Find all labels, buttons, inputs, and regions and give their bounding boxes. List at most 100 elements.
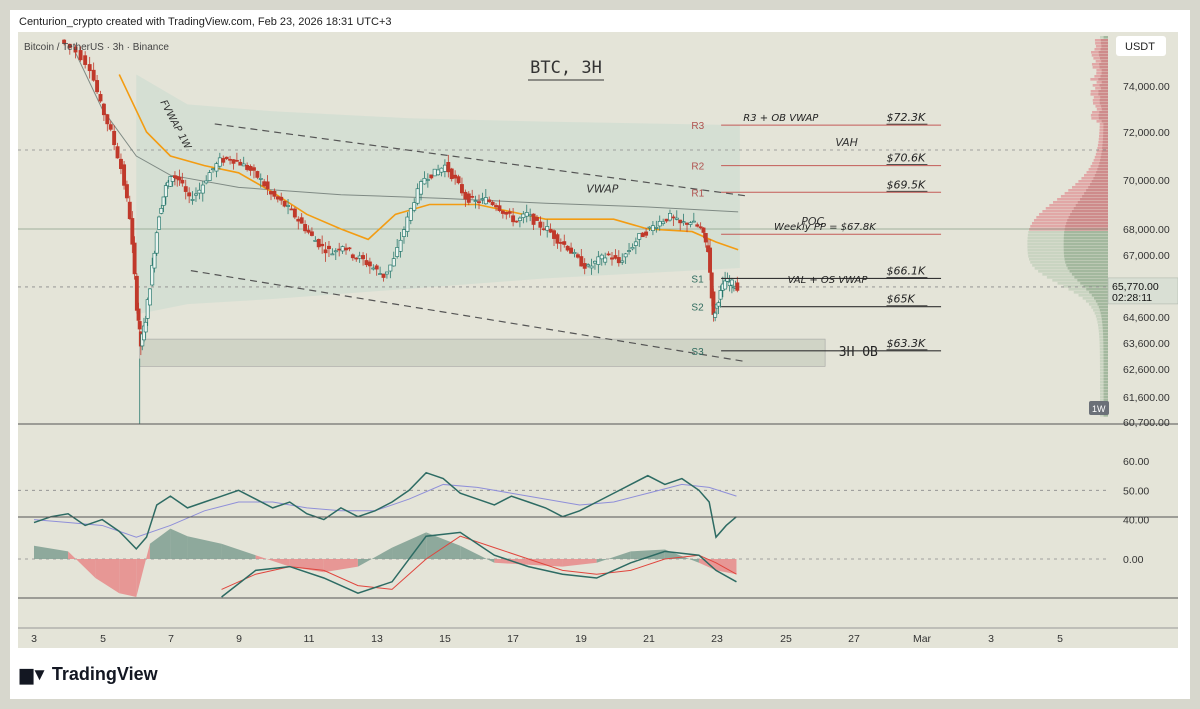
volume-profile-bar [1098, 90, 1108, 93]
candle-body [348, 248, 351, 249]
candle-body [549, 229, 552, 232]
candle-body [215, 164, 218, 171]
candle-body [494, 205, 497, 206]
volume-profile-bar [1092, 294, 1108, 297]
candle-body [382, 274, 385, 277]
pivot-label: S1 [691, 274, 704, 285]
volume-profile-bar [1102, 72, 1108, 75]
candle-body [648, 227, 651, 228]
candle-body [484, 197, 487, 203]
candle-body [331, 254, 334, 255]
macd-y-tick-label: 0.00 [1123, 554, 1144, 566]
x-tick-label: 27 [848, 633, 860, 645]
volume-profile-bar [1064, 237, 1108, 240]
level-price-label: $65K [887, 293, 916, 306]
candle-body [563, 242, 566, 245]
candle-body [730, 280, 733, 285]
volume-profile-bar [1103, 330, 1108, 333]
candle-body [454, 175, 457, 178]
volume-profile-bar [1104, 36, 1108, 39]
volume-profile-bar [1103, 324, 1108, 327]
volume-profile-bar [1101, 48, 1108, 51]
volume-profile-bar [1077, 279, 1108, 282]
volume-profile-bar [1103, 135, 1108, 138]
candle-body [556, 235, 559, 244]
level-price-label: $72.3K [887, 111, 926, 124]
volume-profile-bar [1099, 54, 1108, 57]
candle-body [232, 160, 235, 164]
candle-body [419, 182, 422, 195]
candle-body [119, 159, 122, 168]
candle-body [205, 181, 208, 183]
volume-profile-bar [1104, 390, 1108, 393]
level-label: Weekly PP = $67.8K [774, 222, 877, 233]
candle-body [102, 104, 105, 115]
candle-body [321, 244, 324, 246]
candle-body [113, 131, 116, 144]
candle-body [99, 94, 102, 101]
candle-body [399, 240, 402, 251]
candle-body [392, 259, 395, 266]
volume-profile-bar [1100, 96, 1108, 99]
x-tick-label: 17 [507, 633, 519, 645]
candle-body [351, 255, 354, 258]
volume-profile-bar [1100, 66, 1108, 69]
volume-profile-bar [1103, 336, 1108, 339]
x-tick-label: 11 [304, 633, 315, 645]
candle-body [515, 221, 518, 222]
candle-body [125, 185, 128, 198]
volume-profile-bar [1065, 261, 1108, 264]
candle-body [246, 165, 249, 169]
candle-body [662, 222, 665, 224]
candle-body [269, 191, 272, 194]
candle-body [297, 219, 300, 221]
volume-profile-bar [1098, 303, 1108, 306]
candle-body [583, 263, 586, 268]
y-tick-label: 74,000.00 [1123, 81, 1170, 93]
candle-body [106, 115, 109, 124]
chart-area[interactable]: 3H OBVAHPOCVWAPFVWAP 1W R3R2R1S1S2S3$72.3… [18, 32, 1178, 648]
candle-body [447, 162, 450, 171]
candle-body [436, 170, 439, 175]
chart-title: BTC, 3H [530, 58, 602, 78]
volume-profile-bar [1102, 120, 1108, 123]
candle-body [488, 200, 491, 202]
volume-profile-bar [1101, 60, 1108, 63]
volume-profile-bar [1098, 165, 1108, 168]
candle-body [164, 186, 167, 197]
candle-body [679, 220, 682, 223]
candle-body [162, 197, 165, 206]
candle-body [324, 250, 327, 253]
volume-profile-bar [1103, 141, 1108, 144]
candle-body [218, 158, 221, 166]
pivot-label: R2 [691, 162, 704, 173]
candle-body [702, 228, 705, 233]
volume-profile-bar [1103, 126, 1108, 129]
volume-profile-bar [1097, 168, 1108, 171]
volume-profile-bar [1064, 234, 1108, 237]
volume-profile-bar [1070, 270, 1108, 273]
candle-body [153, 253, 156, 268]
volume-profile-bar [1104, 363, 1108, 366]
candle-body [225, 157, 228, 159]
x-tick-label: 9 [236, 633, 242, 645]
candle-body [355, 258, 358, 259]
candle-body [535, 217, 538, 220]
volume-profile-bar [1103, 129, 1108, 132]
volume-profile-bar [1095, 174, 1108, 177]
tradingview-icon: ▆▼ [20, 665, 46, 685]
pivot-label: R1 [691, 188, 704, 199]
candle-body [542, 229, 545, 230]
volume-profile-bar [1104, 360, 1108, 363]
x-tick-label: 23 [711, 633, 723, 645]
candle-body [379, 274, 382, 275]
level-price-label: $70.6K [887, 152, 926, 165]
y-tick-label: 64,600.00 [1123, 312, 1170, 324]
candle-body [631, 247, 634, 248]
candle-body [692, 221, 695, 222]
candle-body [689, 223, 692, 225]
macd-histogram-segment [119, 559, 136, 597]
volume-profile-bar [1065, 258, 1108, 261]
level-price-label: $69.5K [887, 178, 926, 191]
candle-body [712, 292, 715, 315]
